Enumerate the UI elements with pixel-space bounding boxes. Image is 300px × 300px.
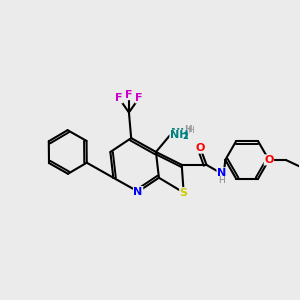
Text: NH: NH: [170, 130, 188, 140]
Text: O: O: [196, 143, 205, 153]
Text: H: H: [218, 176, 225, 185]
Text: H: H: [184, 125, 191, 134]
Text: 2: 2: [183, 132, 189, 141]
Text: S: S: [180, 188, 188, 198]
Text: H: H: [187, 126, 194, 135]
Text: O: O: [264, 155, 274, 165]
Text: N: N: [134, 187, 143, 196]
Text: F: F: [125, 90, 133, 100]
Text: F: F: [135, 93, 143, 103]
Text: F: F: [115, 93, 122, 103]
Text: NH: NH: [171, 128, 189, 138]
Text: N: N: [217, 168, 226, 178]
